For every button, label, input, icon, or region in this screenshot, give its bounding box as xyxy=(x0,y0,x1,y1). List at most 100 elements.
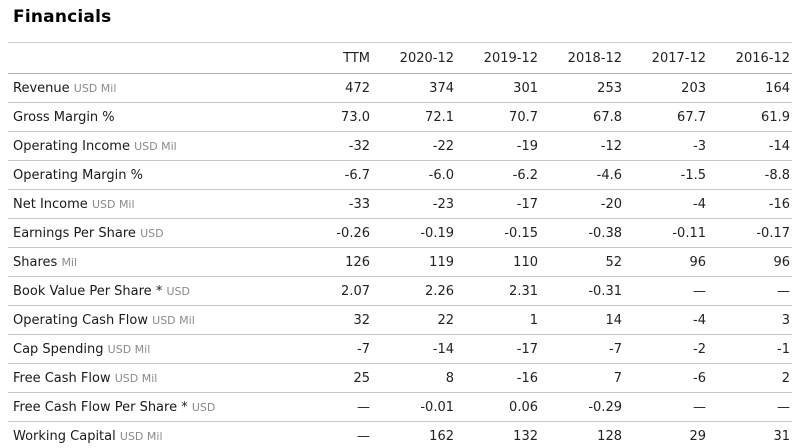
cell-value: 2 xyxy=(781,370,790,386)
cell-value: 110 xyxy=(513,254,538,270)
cell-value: -16 xyxy=(768,196,790,212)
cell-value: 2.07 xyxy=(341,283,370,299)
cell-value: -0.19 xyxy=(420,225,454,241)
cell-value: -0.26 xyxy=(336,225,370,241)
column-header: 2017-12 xyxy=(651,50,706,66)
cell-value: — xyxy=(693,399,706,415)
cell-value: 126 xyxy=(345,254,370,270)
table-body: Revenue USD Mil 472 374 301 253 203 164 Gross M… xyxy=(8,74,792,448)
table-row: Revenue USD Mil 472 374 301 253 203 164 xyxy=(8,74,792,103)
financials-section: Financials TTM 2020-12 2019-12 2018-12 2017-… xyxy=(8,0,792,448)
cell-value: -14 xyxy=(432,341,454,357)
cell-value: 8 xyxy=(445,370,454,386)
column-header: TTM xyxy=(343,50,370,66)
cell-value: 472 xyxy=(345,80,370,96)
cell-value: 70.7 xyxy=(509,109,538,125)
cell-value: -0.11 xyxy=(672,225,706,241)
row-label: Book Value Per Share * USD xyxy=(8,277,288,306)
row-label: Shares Mil xyxy=(8,248,288,277)
cell-value: 128 xyxy=(597,428,622,444)
cell-value: 132 xyxy=(513,428,538,444)
column-header: 2016-12 xyxy=(735,50,790,66)
cell-value: 203 xyxy=(681,80,706,96)
cell-value: 164 xyxy=(765,80,790,96)
metric-unit: Mil xyxy=(61,255,78,269)
cell-value: -7 xyxy=(609,341,622,357)
metric-unit: USD Mil xyxy=(114,371,158,385)
financials-table: TTM 2020-12 2019-12 2018-12 2017-12 2016-12 R… xyxy=(8,42,792,448)
cell-value: 52 xyxy=(605,254,622,270)
cell-value: -4.6 xyxy=(596,167,622,183)
row-label: Operating Margin % xyxy=(8,161,288,190)
cell-value: -7 xyxy=(357,341,370,357)
row-label: Free Cash Flow Per Share * USD xyxy=(8,393,288,422)
cell-value: 29 xyxy=(689,428,706,444)
metric-name: Net Income xyxy=(13,196,88,212)
metric-name: Free Cash Flow xyxy=(13,370,111,386)
metric-name: Earnings Per Share xyxy=(13,225,136,241)
row-label: Gross Margin % xyxy=(8,103,288,132)
cell-value: -4 xyxy=(693,312,706,328)
cell-value: -23 xyxy=(432,196,454,212)
metric-name: Operating Cash Flow xyxy=(13,312,148,328)
column-header: 2020-12 xyxy=(399,50,454,66)
metric-name: Operating Margin % xyxy=(13,167,144,183)
cell-value: 0.06 xyxy=(509,399,538,415)
table-row: Cap Spending USD Mil -7 -14 -17 -7 -2 -1 xyxy=(8,335,792,364)
table-row: Earnings Per Share USD -0.26 -0.19 -0.15 -0.… xyxy=(8,219,792,248)
cell-value: -3 xyxy=(693,138,706,154)
cell-value: 31 xyxy=(773,428,790,444)
metric-name: Cap Spending xyxy=(13,341,104,357)
row-label-header xyxy=(8,43,288,74)
table-row: Net Income USD Mil -33 -23 -17 -20 -4 -16 xyxy=(8,190,792,219)
cell-value: -8.8 xyxy=(764,167,790,183)
column-header: 2018-12 xyxy=(567,50,622,66)
cell-value: 61.9 xyxy=(761,109,790,125)
cell-value: -12 xyxy=(600,138,622,154)
cell-value: 2.26 xyxy=(425,283,454,299)
cell-value: -14 xyxy=(768,138,790,154)
cell-value: 162 xyxy=(429,428,454,444)
cell-value: -17 xyxy=(516,341,538,357)
cell-value: 67.8 xyxy=(593,109,622,125)
cell-value: -33 xyxy=(348,196,370,212)
cell-value: -6 xyxy=(693,370,706,386)
metric-unit: USD Mil xyxy=(152,313,195,327)
table-row: Operating Margin % -6.7 -6.0 -6.2 -4.6 -1.5 -8… xyxy=(8,161,792,190)
metric-unit: USD xyxy=(140,226,164,240)
metric-unit: USD Mil xyxy=(107,342,151,356)
table-row: Book Value Per Share * USD 2.07 2.26 2.31 -0… xyxy=(8,277,792,306)
cell-value: -6.2 xyxy=(512,167,538,183)
row-label: Operating Cash Flow USD Mil xyxy=(8,306,288,335)
cell-value: 14 xyxy=(605,312,622,328)
cell-value: 119 xyxy=(429,254,454,270)
table-row: Free Cash Flow Per Share * USD — -0.01 0.06… xyxy=(8,393,792,422)
cell-value: -17 xyxy=(516,196,538,212)
row-label: Net Income USD Mil xyxy=(8,190,288,219)
cell-value: 32 xyxy=(353,312,370,328)
row-label: Earnings Per Share USD xyxy=(8,219,288,248)
cell-value: — xyxy=(357,428,370,444)
table-row: Working Capital USD Mil — 162 132 128 29 31 xyxy=(8,422,792,448)
metric-unit: USD Mil xyxy=(73,81,117,95)
metric-name: Operating Income xyxy=(13,138,130,154)
cell-value: -0.15 xyxy=(504,225,538,241)
metric-unit: USD Mil xyxy=(91,197,135,211)
metric-name: Revenue xyxy=(13,80,70,96)
cell-value: 253 xyxy=(597,80,622,96)
cell-value: — xyxy=(777,283,790,299)
cell-value: 73.0 xyxy=(341,109,370,125)
table-header-row: TTM 2020-12 2019-12 2018-12 2017-12 2016-12 xyxy=(8,42,792,74)
cell-value: — xyxy=(777,399,790,415)
metric-name: Book Value Per Share * xyxy=(13,283,163,299)
cell-value: -16 xyxy=(516,370,538,386)
cell-value: -0.38 xyxy=(588,225,622,241)
cell-value: -0.31 xyxy=(588,283,622,299)
cell-value: 67.7 xyxy=(677,109,706,125)
cell-value: 25 xyxy=(353,370,370,386)
table-row: Operating Cash Flow USD Mil 32 22 1 14 -4 3 xyxy=(8,306,792,335)
cell-value: -32 xyxy=(348,138,370,154)
cell-value: 7 xyxy=(613,370,622,386)
cell-value: -20 xyxy=(600,196,622,212)
cell-value: -0.17 xyxy=(756,225,790,241)
